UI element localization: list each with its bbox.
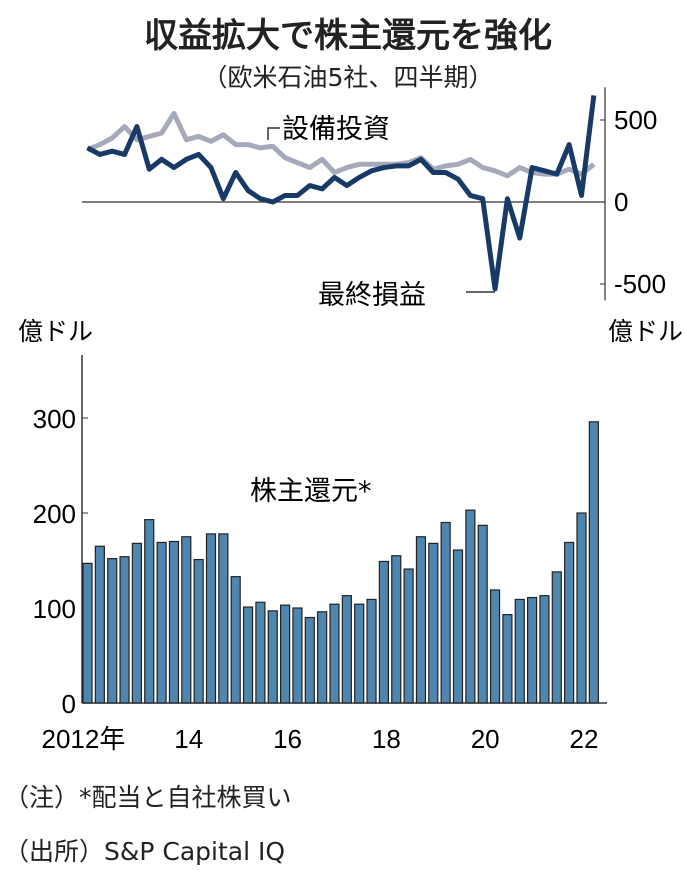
source-note: （出所）S&P Capital IQ bbox=[4, 837, 286, 866]
line-y-tick-label: 0 bbox=[614, 187, 628, 217]
bar bbox=[82, 562, 93, 704]
line-unit-label: 億ドル bbox=[608, 317, 683, 346]
bar bbox=[477, 524, 488, 704]
bar bbox=[280, 604, 291, 704]
line-y-tick-label: 500 bbox=[614, 105, 657, 135]
bar-y-tick-label: 300 bbox=[33, 404, 76, 434]
bar bbox=[94, 545, 105, 704]
capex-leader-line bbox=[267, 127, 280, 140]
x-tick-label: 22 bbox=[570, 724, 599, 754]
bar bbox=[317, 611, 328, 704]
bar bbox=[181, 536, 192, 704]
bar-series-label: 株主還元* bbox=[250, 476, 372, 507]
line-y-tick-label: -500 bbox=[614, 269, 666, 299]
bar bbox=[292, 607, 303, 704]
x-tick-label: 18 bbox=[372, 724, 401, 754]
bar bbox=[551, 571, 562, 704]
chart-subtitle: （欧米石油5社、四半期） bbox=[202, 63, 494, 92]
bar bbox=[218, 533, 229, 704]
bar bbox=[526, 596, 538, 704]
bar bbox=[242, 606, 254, 704]
capex-label: 設備投資 bbox=[282, 114, 390, 145]
bar bbox=[341, 595, 352, 704]
bar bbox=[378, 560, 389, 704]
x-tick-label: 20 bbox=[471, 724, 500, 754]
bar bbox=[230, 576, 241, 704]
bar bbox=[366, 598, 377, 704]
bar bbox=[564, 541, 575, 704]
bar bbox=[428, 542, 439, 704]
bar bbox=[107, 557, 118, 704]
bar bbox=[514, 598, 525, 704]
bar bbox=[354, 603, 365, 704]
x-tick-label: 2012年 bbox=[42, 724, 126, 754]
bar bbox=[267, 610, 278, 704]
bar bbox=[329, 603, 340, 704]
bar-y-tick-label: 100 bbox=[33, 594, 76, 624]
bar bbox=[131, 542, 142, 704]
bar bbox=[205, 533, 217, 704]
series-line-net-income bbox=[86, 95, 597, 292]
bar bbox=[489, 589, 501, 704]
chart-title: 収益拡大で株主還元を強化 bbox=[144, 16, 552, 56]
bar bbox=[576, 512, 587, 704]
x-tick-label: 16 bbox=[273, 724, 302, 754]
bar bbox=[539, 595, 550, 704]
bar bbox=[156, 541, 167, 704]
bar-y-tick-label: 200 bbox=[33, 499, 76, 529]
bar bbox=[465, 509, 476, 704]
bar bbox=[588, 421, 599, 704]
series-line-capex bbox=[86, 110, 596, 179]
bar bbox=[144, 519, 155, 704]
bar bbox=[168, 540, 180, 704]
bar-y-tick-label: 0 bbox=[62, 689, 76, 719]
footnote: （注）*配当と自社株買い bbox=[4, 783, 292, 812]
bar bbox=[304, 616, 315, 704]
bar bbox=[415, 536, 427, 704]
net-income-label: 最終損益 bbox=[318, 280, 426, 311]
bar bbox=[440, 521, 451, 704]
bar bbox=[403, 568, 414, 704]
bar-unit-label: 億ドル bbox=[18, 317, 93, 346]
bar bbox=[502, 614, 513, 704]
bar bbox=[255, 601, 266, 704]
x-tick-label: 14 bbox=[174, 724, 203, 754]
bar bbox=[119, 556, 130, 704]
bar bbox=[391, 555, 402, 704]
bar bbox=[193, 558, 204, 704]
bar bbox=[452, 549, 464, 704]
